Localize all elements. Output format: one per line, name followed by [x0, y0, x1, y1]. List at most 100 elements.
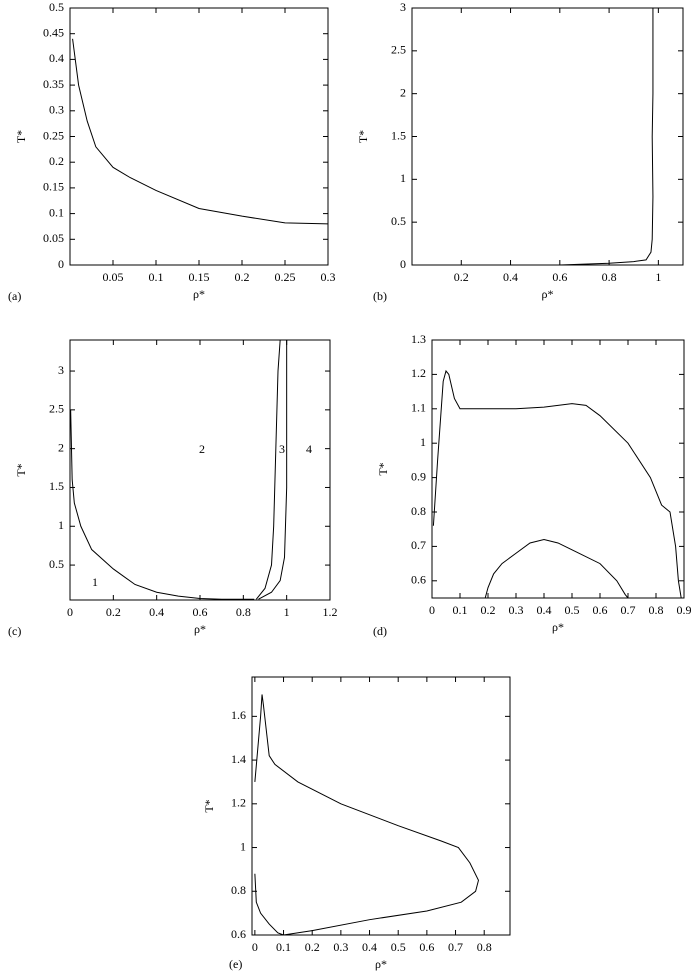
y-axis-label: T*: [14, 130, 28, 143]
curve: [432, 369, 682, 598]
region-label: 1: [92, 575, 98, 589]
y-tick-label: 1.6: [231, 708, 246, 722]
y-tick-label: 1.4: [231, 752, 246, 766]
x-tick-label: 0.2: [454, 270, 469, 284]
x-tick-label: 0.1: [149, 270, 164, 284]
y-tick-label: 0.6: [231, 927, 246, 941]
y-tick-label: 3: [400, 0, 406, 14]
y-tick-label: 0.35: [43, 77, 64, 91]
x-tick-label: 0.4: [503, 270, 518, 284]
y-tick-label: 2.5: [49, 402, 64, 416]
x-tick-label: 0.3: [321, 270, 336, 284]
x-axis-label: ρ*: [542, 287, 554, 301]
x-tick-label: 0.3: [333, 940, 348, 954]
y-tick-label: 1: [240, 839, 246, 853]
x-tick-label: 0.6: [552, 270, 567, 284]
x-tick-label: 0.6: [193, 605, 208, 619]
panel: 0 0.2 0.4 0.6 0.8 1 1.2 0.5 1 1.5 2 2.5 3 ρ* T* (c) 1 2 3 4: [8, 339, 338, 638]
y-tick-label: 1: [58, 518, 64, 532]
y-tick-label: 0.5: [49, 557, 64, 571]
curve: [254, 694, 480, 935]
region-label: 3: [279, 442, 285, 456]
x-tick-label: 0.6: [419, 940, 434, 954]
y-tick-label: 1: [420, 435, 426, 449]
y-tick-label: 2: [400, 85, 406, 99]
panel-label: (b): [373, 289, 387, 303]
x-tick-label: 0.2: [481, 603, 496, 617]
x-tick-label: 0.3: [509, 603, 524, 617]
y-tick-label: 1.2: [411, 366, 426, 380]
panel-label: (a): [8, 289, 21, 303]
y-tick-label: 0.5: [49, 0, 64, 14]
y-tick-label: 0.3: [49, 103, 64, 117]
region-label: 2: [199, 442, 205, 456]
x-tick-label: 0.5: [565, 603, 580, 617]
x-tick-label: 0.8: [477, 940, 492, 954]
y-axis-label: T*: [14, 463, 28, 476]
y-tick-label: 0.8: [231, 883, 246, 897]
x-tick-label: 0.8: [236, 605, 251, 619]
x-tick-label: 0.4: [149, 605, 164, 619]
x-axis-label: ρ*: [193, 287, 205, 301]
y-tick-label: 0: [400, 257, 406, 271]
x-tick-label: 0.8: [602, 270, 617, 284]
panel-label: (e): [229, 957, 242, 971]
plot-frame: [69, 7, 329, 266]
plot-frame: [431, 339, 685, 599]
panel: 0 0.1 0.2 0.3 0.4 0.5 0.6 0.7 0.8 0.9 0.6 0.7 0.8 0.9…: [373, 332, 692, 638]
x-tick-label: 0.2: [305, 940, 320, 954]
y-tick-label: 1.3: [411, 332, 426, 346]
y-tick-label: 0.1: [49, 205, 64, 219]
y-axis-label: T*: [376, 462, 390, 475]
y-tick-label: 0.4: [49, 51, 64, 65]
x-tick-label: 0.05: [103, 270, 124, 284]
curve: [70, 409, 255, 600]
y-tick-label: 1.2: [231, 796, 246, 810]
y-tick-label: 0.9: [411, 469, 426, 483]
y-tick-label: 0.45: [43, 25, 64, 39]
y-tick-label: 0.7: [411, 538, 426, 552]
panel: 0 0.1 0.2 0.3 0.4 0.5 0.6 0.7 0.8 0.6 0.8 1 1.2 1.4 1.…: [202, 676, 511, 971]
x-axis-label: ρ*: [375, 957, 387, 971]
x-tick-label: 0.7: [621, 603, 636, 617]
curve: [72, 38, 328, 225]
panel-label: (c): [8, 624, 21, 638]
curve: [484, 539, 629, 598]
x-tick-label: 0.5: [391, 940, 406, 954]
y-tick-label: 0: [58, 257, 64, 271]
x-tick-label: 1: [284, 605, 290, 619]
x-tick-label: 0.1: [453, 603, 468, 617]
y-tick-label: 3: [58, 363, 64, 377]
x-tick-label: 0: [429, 603, 435, 617]
y-axis-label: T*: [202, 799, 216, 812]
x-tick-label: 0.15: [189, 270, 210, 284]
y-tick-label: 0.05: [43, 231, 64, 245]
y-tick-label: 0.2: [49, 154, 64, 168]
x-tick-label: 0.7: [448, 940, 463, 954]
x-tick-label: 0.4: [362, 940, 377, 954]
plot-frame: [69, 339, 331, 601]
x-tick-label: 0.1: [276, 940, 291, 954]
y-tick-label: 1.5: [391, 128, 406, 142]
x-tick-label: 0.8: [649, 603, 664, 617]
y-axis-label: T*: [356, 130, 370, 143]
y-tick-label: 0.15: [43, 180, 64, 194]
y-tick-label: 0.25: [43, 128, 64, 142]
y-tick-label: 0.6: [411, 573, 426, 587]
curve: [258, 340, 288, 600]
plot-frame: [251, 676, 511, 936]
y-tick-label: 1: [400, 171, 406, 185]
y-tick-label: 1.1: [411, 401, 426, 415]
x-tick-label: 0: [252, 940, 258, 954]
x-tick-label: 0.2: [106, 605, 121, 619]
panel-label: (d): [373, 624, 387, 638]
curve: [255, 340, 281, 600]
x-tick-label: 0.6: [593, 603, 608, 617]
y-tick-label: 2: [58, 440, 64, 454]
x-tick-label: 0.4: [537, 603, 552, 617]
x-axis-label: ρ*: [552, 620, 564, 634]
x-tick-label: 1.2: [323, 605, 338, 619]
curve: [547, 8, 654, 265]
y-tick-label: 1.5: [49, 479, 64, 493]
